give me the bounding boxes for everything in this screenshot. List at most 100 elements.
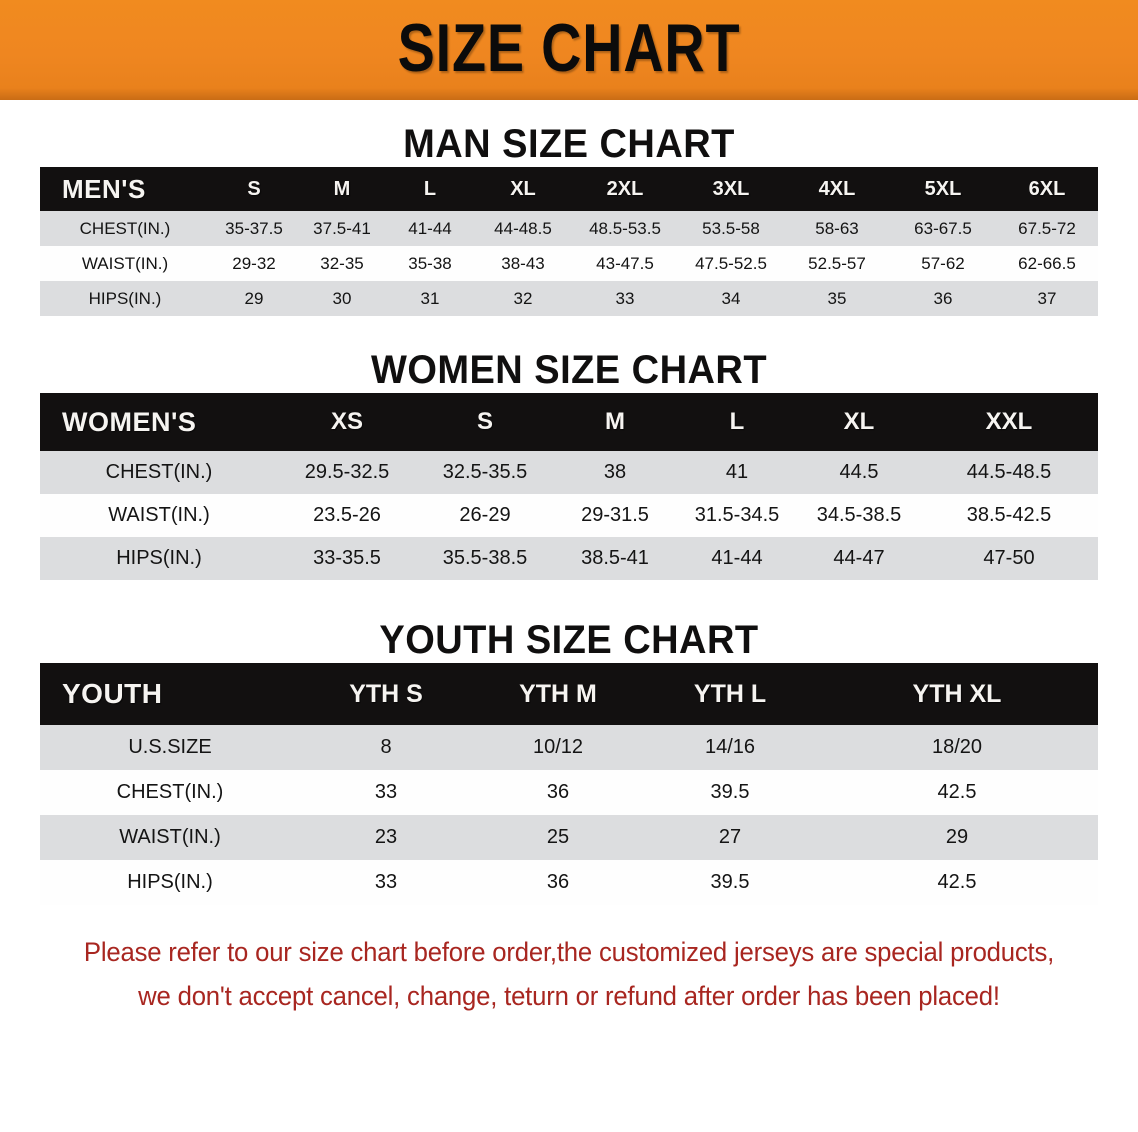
- table-cell: 26-29: [459, 504, 511, 526]
- table-cell: 8: [380, 736, 392, 758]
- table-cell: 23.5-26: [313, 504, 381, 526]
- column-header-size: S: [476, 408, 493, 435]
- table-cell: 32-35: [320, 253, 364, 273]
- row-label: HIPS(IN.): [127, 871, 213, 893]
- table-cell: 39.5: [710, 871, 750, 893]
- table-cell: 57-62: [921, 253, 965, 273]
- column-header-size: YTH S: [349, 679, 423, 708]
- table-cell: 43-47.5: [596, 253, 654, 273]
- table-row: CHEST(IN.) 33 36 39.5 42.5: [40, 770, 1098, 815]
- table-cell: 42.5: [937, 781, 977, 803]
- table-header-row: YOUTH YTH S YTH M YTH L YTH XL: [40, 663, 1098, 725]
- table-cell: 41: [725, 461, 749, 483]
- column-header-size: 6XL: [1028, 177, 1066, 200]
- page-title: SIZE CHART: [397, 10, 741, 86]
- row-label: WAIST(IN.): [119, 826, 221, 848]
- table-cell: 47.5-52.5: [695, 253, 767, 273]
- table-cell: 44.5: [839, 461, 879, 483]
- table-cell: 29: [244, 288, 264, 308]
- table-cell: 14/16: [704, 736, 756, 758]
- section-title-youth: YOUTH SIZE CHART: [379, 618, 759, 662]
- column-header-size: M: [605, 408, 625, 435]
- table-row: WAIST(IN.) 23.5-26 26-29 29-31.5 31.5-34…: [40, 494, 1098, 537]
- column-header-rowlabel: MEN'S: [62, 173, 146, 204]
- row-label: HIPS(IN.): [116, 547, 202, 569]
- column-header-size: 4XL: [818, 177, 856, 200]
- table-row: WAIST(IN.) 29-32 32-35 35-38 38-43 43-47…: [40, 246, 1098, 281]
- table-cell: 53.5-58: [702, 218, 760, 238]
- table-cell: 33: [615, 288, 635, 308]
- column-header-size: XL: [510, 177, 536, 200]
- table-cell: 34: [721, 288, 741, 308]
- row-label: WAIST(IN.): [108, 504, 210, 526]
- table-cell: 29.5-32.5: [304, 461, 390, 483]
- table-header-row: MEN'S S M L XL 2XL 3XL 4XL 5XL 6XL: [40, 167, 1098, 211]
- table-cell: 35-37.5: [225, 218, 283, 238]
- table-cell: 30: [332, 288, 352, 308]
- table-cell: 41-44: [408, 218, 452, 238]
- table-cell: 29: [945, 826, 969, 848]
- table-cell: 35: [827, 288, 847, 308]
- column-header-size: M: [333, 177, 351, 200]
- column-header-size: L: [729, 408, 745, 435]
- disclaimer-line-1: Please refer to our size chart before or…: [83, 937, 1055, 967]
- table-cell: 38.5-42.5: [966, 504, 1052, 526]
- table-row: HIPS(IN.) 33 36 39.5 42.5: [40, 860, 1098, 905]
- column-header-size: YTH L: [693, 679, 767, 708]
- table-cell: 33: [374, 871, 398, 893]
- table-row: HIPS(IN.) 29 30 31 32 33 34 35 36 37: [40, 281, 1098, 316]
- table-cell: 48.5-53.5: [589, 218, 661, 238]
- table-cell: 38-43: [501, 253, 545, 273]
- table-cell: 35.5-38.5: [442, 547, 528, 569]
- disclaimer-line-2: we don't accept cancel, change, teturn o…: [138, 980, 1000, 1011]
- table-cell: 39.5: [710, 781, 750, 803]
- table-cell: 62-66.5: [1018, 253, 1076, 273]
- table-cell: 37.5-41: [313, 218, 371, 238]
- column-header-size: S: [247, 177, 261, 200]
- table-cell: 29-31.5: [581, 504, 649, 526]
- table-cell: 38.5-41: [581, 547, 649, 569]
- table-cell: 38: [603, 461, 627, 483]
- row-label: U.S.SIZE: [128, 736, 212, 758]
- table-cell: 36: [933, 288, 953, 308]
- table-cell: 67.5-72: [1018, 218, 1076, 238]
- row-label: CHEST(IN.): [116, 781, 224, 803]
- table-cell: 41-44: [711, 547, 763, 569]
- column-header-size: 2XL: [606, 177, 644, 200]
- section-title-men: MAN SIZE CHART: [403, 122, 735, 166]
- table-cell: 63-67.5: [914, 218, 972, 238]
- column-header-size: YTH XL: [912, 679, 1002, 708]
- table-cell: 42.5: [937, 871, 977, 893]
- row-label: CHEST(IN.): [105, 461, 213, 483]
- table-cell: 34.5-38.5: [816, 504, 902, 526]
- table-row: WAIST(IN.) 23 25 27 29: [40, 815, 1098, 860]
- table-cell: 23: [374, 826, 398, 848]
- column-header-size: XL: [843, 408, 875, 435]
- youth-size-table: YOUTH YTH S YTH M YTH L YTH XL U.S.SIZE …: [40, 663, 1098, 905]
- column-header-size: XS: [330, 408, 363, 435]
- table-cell: 44-47: [833, 547, 885, 569]
- table-cell: 31.5-34.5: [694, 504, 780, 526]
- table-cell: 31: [420, 288, 440, 308]
- table-cell: 35-38: [408, 253, 452, 273]
- table-cell: 44.5-48.5: [966, 461, 1052, 483]
- table-cell: 10/12: [532, 736, 584, 758]
- men-size-table: MEN'S S M L XL 2XL 3XL 4XL 5XL 6XL CHEST…: [40, 167, 1098, 316]
- women-size-table: WOMEN'S XS S M L XL XXL CHEST(IN.) 29.5-…: [40, 393, 1098, 580]
- table-cell: 58-63: [815, 218, 859, 238]
- table-cell: 37: [1037, 288, 1057, 308]
- table-cell: 32: [513, 288, 533, 308]
- table-cell: 36: [546, 781, 570, 803]
- table-row: CHEST(IN.) 35-37.5 37.5-41 41-44 44-48.5…: [40, 211, 1098, 246]
- row-label: HIPS(IN.): [88, 288, 162, 308]
- table-cell: 36: [546, 871, 570, 893]
- table-cell: 32.5-35.5: [442, 461, 528, 483]
- table-cell: 33-35.5: [313, 547, 381, 569]
- column-header-size: 3XL: [712, 177, 750, 200]
- table-cell: 52.5-57: [808, 253, 866, 273]
- table-header-row: WOMEN'S XS S M L XL XXL: [40, 393, 1098, 451]
- column-header-rowlabel: YOUTH: [62, 678, 163, 709]
- disclaimer-text: Please refer to our size chart before or…: [36, 931, 1103, 1018]
- table-row: CHEST(IN.) 29.5-32.5 32.5-35.5 38 41 44.…: [40, 451, 1098, 494]
